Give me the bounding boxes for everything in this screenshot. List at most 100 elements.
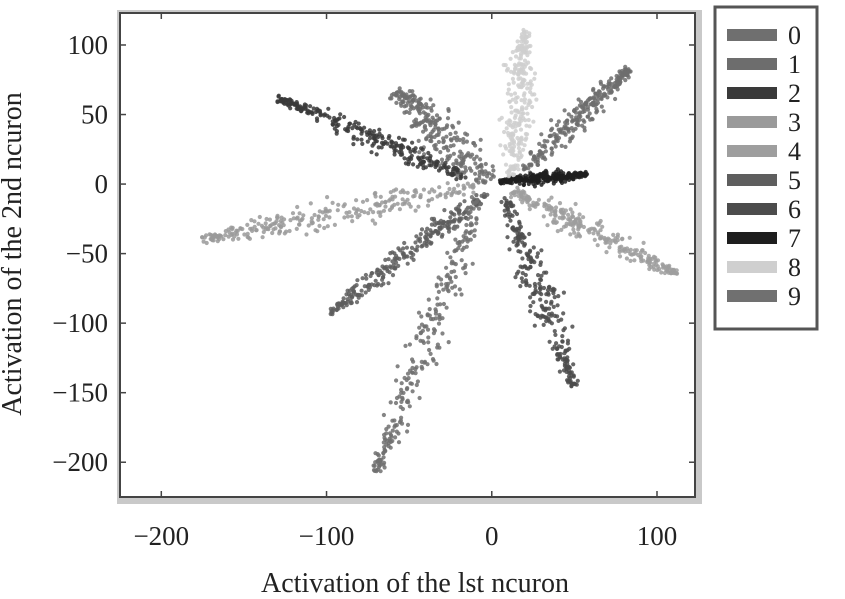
point-class-0 — [472, 157, 477, 162]
point-class-5 — [384, 266, 389, 272]
point-class-6 — [503, 213, 508, 218]
point-class-0 — [490, 164, 495, 169]
point-class-0 — [464, 153, 469, 158]
point-class-2 — [369, 150, 374, 155]
point-class-0 — [451, 125, 456, 130]
point-class-8 — [513, 54, 519, 59]
point-class-4 — [607, 237, 612, 242]
point-class-1 — [556, 127, 561, 132]
point-class-5 — [369, 271, 374, 276]
point-class-4 — [547, 203, 552, 208]
point-class-3 — [465, 181, 470, 186]
point-class-3 — [395, 201, 400, 206]
point-class-2 — [412, 149, 417, 154]
point-class-0 — [451, 151, 456, 156]
point-class-4 — [619, 244, 624, 249]
point-class-8 — [525, 111, 530, 116]
point-class-2 — [403, 161, 408, 166]
point-class-5 — [430, 230, 435, 235]
point-class-2 — [336, 122, 341, 127]
point-class-2 — [288, 100, 293, 105]
point-class-5 — [425, 226, 430, 231]
point-class-3 — [342, 202, 347, 207]
point-class-3 — [240, 226, 245, 232]
point-class-4 — [576, 227, 581, 232]
point-class-9 — [464, 244, 469, 249]
point-class-3 — [267, 217, 272, 222]
point-class-2 — [350, 126, 355, 131]
point-class-1 — [585, 98, 591, 103]
point-class-1 — [554, 123, 560, 128]
point-class-6 — [523, 272, 528, 278]
point-class-8 — [521, 147, 526, 152]
point-class-5 — [426, 232, 431, 237]
point-class-8 — [511, 71, 517, 76]
point-class-8 — [509, 138, 514, 143]
point-class-1 — [545, 139, 550, 144]
point-class-3 — [260, 235, 265, 240]
point-class-3 — [219, 234, 224, 239]
point-class-9 — [424, 324, 429, 329]
point-class-9 — [435, 342, 440, 347]
point-class-1 — [556, 119, 561, 124]
point-class-9 — [433, 316, 438, 321]
point-class-4 — [550, 206, 555, 211]
point-class-3 — [400, 197, 405, 202]
point-class-8 — [520, 34, 525, 39]
legend-swatch-6 — [727, 203, 777, 215]
point-class-6 — [547, 339, 552, 344]
point-class-9 — [397, 394, 402, 399]
point-class-1 — [598, 79, 603, 84]
point-class-5 — [353, 292, 358, 297]
point-class-9 — [414, 336, 419, 341]
point-class-3 — [426, 198, 431, 203]
point-class-4 — [553, 213, 558, 218]
point-class-9 — [439, 277, 444, 282]
point-class-9 — [445, 250, 450, 255]
point-class-4 — [652, 267, 657, 272]
point-class-5 — [436, 221, 441, 226]
point-class-9 — [468, 205, 473, 210]
point-class-9 — [468, 215, 474, 220]
point-class-8 — [510, 76, 515, 81]
point-class-1 — [538, 150, 544, 156]
point-class-4 — [560, 207, 566, 212]
point-class-4 — [527, 207, 532, 212]
point-class-8 — [528, 100, 533, 105]
point-class-0 — [467, 166, 472, 171]
point-class-9 — [417, 325, 422, 330]
point-class-9 — [431, 358, 436, 363]
point-class-4 — [564, 221, 569, 226]
point-class-3 — [447, 186, 452, 192]
point-class-2 — [401, 145, 406, 150]
point-class-6 — [527, 283, 532, 288]
point-class-6 — [564, 367, 569, 372]
point-class-0 — [429, 108, 434, 113]
point-class-9 — [417, 395, 422, 401]
point-class-9 — [436, 289, 441, 294]
point-class-7 — [576, 172, 582, 177]
point-class-4 — [602, 235, 607, 241]
point-class-8 — [501, 62, 506, 68]
point-class-3 — [405, 197, 410, 202]
point-class-8 — [515, 95, 520, 100]
point-class-9 — [425, 362, 430, 367]
point-class-3 — [327, 215, 332, 220]
point-class-3 — [371, 210, 376, 215]
point-class-2 — [426, 150, 431, 156]
point-class-0 — [400, 99, 405, 104]
point-class-0 — [429, 139, 434, 144]
point-class-5 — [462, 199, 467, 204]
point-class-1 — [591, 86, 596, 92]
point-class-0 — [487, 171, 492, 176]
point-class-8 — [523, 137, 528, 142]
point-class-8 — [504, 120, 509, 125]
point-class-5 — [373, 278, 378, 283]
point-class-6 — [566, 378, 571, 384]
point-class-3 — [275, 215, 280, 220]
point-class-9 — [378, 469, 383, 474]
point-class-8 — [519, 43, 524, 48]
point-class-9 — [382, 460, 387, 465]
point-class-3 — [252, 224, 257, 229]
point-class-1 — [535, 162, 540, 167]
